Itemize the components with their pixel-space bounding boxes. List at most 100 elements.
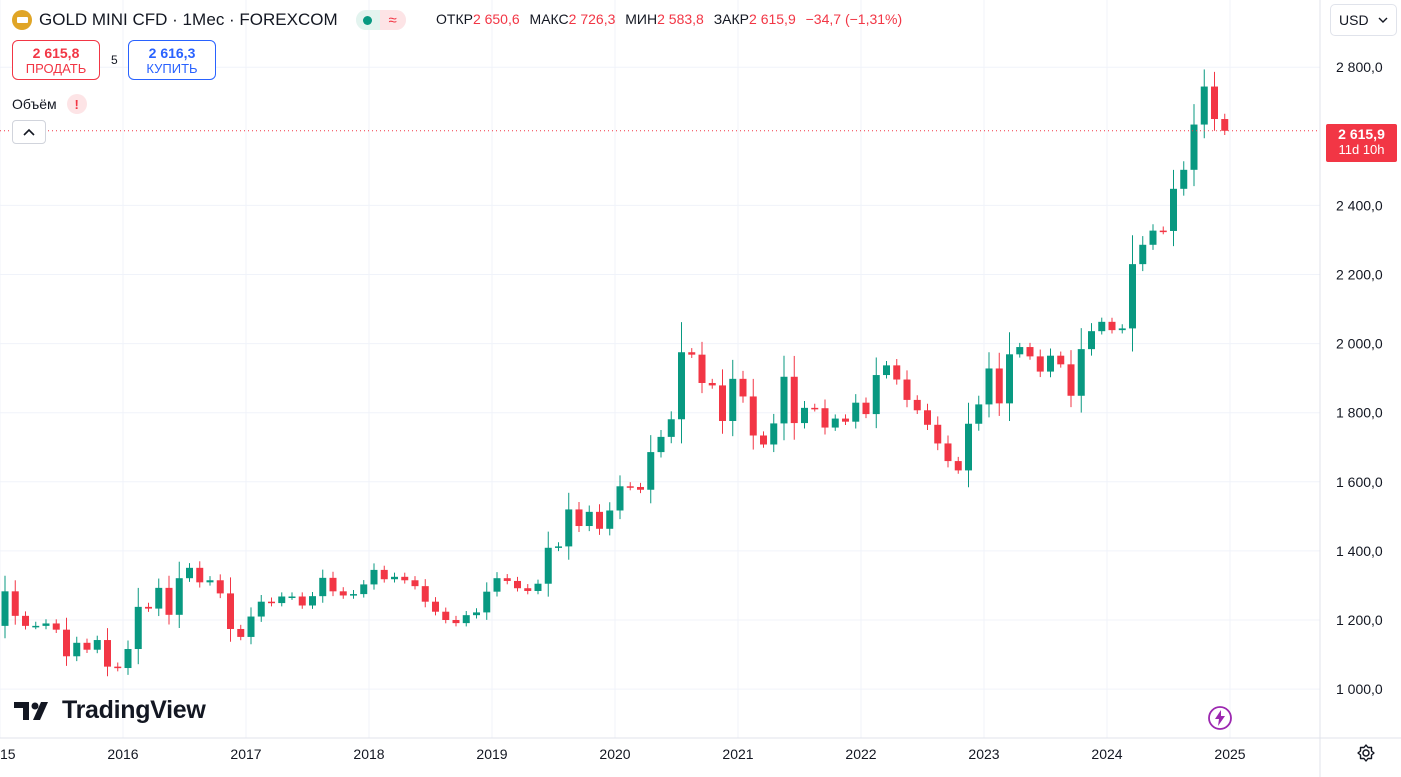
candle-body [339, 591, 347, 596]
candle [350, 589, 357, 599]
sell-button[interactable]: 2 615,8 ПРОДАТЬ [12, 40, 100, 80]
candle-body [93, 640, 101, 650]
market-status-pill[interactable]: ≈ [355, 10, 406, 30]
candle-body [637, 486, 644, 490]
bar-countdown: 11d 10h [1338, 142, 1385, 157]
candle-body [770, 423, 778, 445]
candle [985, 352, 993, 418]
candle-body [1118, 328, 1126, 331]
candle-body [831, 418, 839, 428]
last-price-tag: 2 615,9 11d 10h [1326, 124, 1397, 162]
candle [1200, 69, 1208, 139]
symbol-header[interactable]: GOLD MINI CFD · 1Мес · FOREXCOM ≈ [12, 9, 406, 31]
volume-label: Объём [12, 96, 57, 112]
y-tick-label: 2 800,0 [1336, 59, 1383, 75]
candle [186, 563, 193, 582]
y-tick-label: 1 800,0 [1336, 405, 1383, 421]
symbol-title[interactable]: GOLD MINI CFD · 1Мес · FOREXCOM [39, 10, 338, 29]
candle [52, 619, 60, 633]
candle [790, 355, 798, 440]
candle-body [1129, 264, 1136, 329]
candle-body [1170, 188, 1177, 231]
lightning-icon[interactable] [1207, 705, 1233, 731]
x-tick-label: 2017 [230, 746, 261, 762]
candle [32, 621, 40, 630]
warning-icon[interactable]: ! [66, 94, 87, 114]
candle-body [944, 443, 952, 462]
candle [93, 635, 101, 654]
candle-body [647, 452, 655, 490]
candle [534, 579, 542, 595]
candle-body [780, 376, 788, 424]
candle [852, 394, 860, 429]
buy-price: 2 616,3 [148, 45, 196, 61]
candle-body [1211, 86, 1218, 120]
candle [1180, 161, 1188, 196]
delayed-data-icon: ≈ [379, 10, 406, 30]
candle-body [883, 365, 890, 376]
candle-body [11, 591, 19, 616]
candle-body [954, 461, 962, 471]
candle [831, 414, 839, 431]
settings-gear-icon[interactable] [1356, 743, 1376, 763]
collapse-legend-button[interactable] [12, 120, 46, 144]
candle-body [145, 606, 152, 609]
candle [913, 395, 921, 415]
sell-label: ПРОДАТЬ [25, 61, 87, 76]
candle-body [319, 577, 327, 597]
candle [698, 341, 706, 394]
candle [11, 580, 19, 625]
candle-body [22, 615, 29, 626]
candle [278, 592, 286, 607]
candle [63, 617, 70, 666]
candle [227, 577, 234, 642]
candle [626, 482, 634, 491]
tradingview-logo[interactable]: TradingView [14, 696, 206, 725]
candle [268, 597, 275, 607]
candle-body [1006, 354, 1013, 404]
volume-indicator[interactable]: Объём ! [12, 94, 87, 114]
candle-body [872, 375, 880, 415]
candle-body [32, 625, 40, 628]
candle-body [719, 385, 726, 421]
candle [637, 482, 644, 494]
x-tick-label: 2024 [1091, 746, 1122, 762]
candle [1221, 113, 1229, 136]
currency-select[interactable]: USD [1330, 4, 1397, 36]
x-tick-label: 2023 [968, 746, 999, 762]
candle [175, 561, 183, 629]
buy-button[interactable]: 2 616,3 КУПИТЬ [128, 40, 216, 80]
candle [83, 638, 91, 654]
candle [975, 395, 983, 431]
candle-body [370, 569, 378, 585]
candle-body [821, 408, 829, 428]
x-tick-label: 2025 [1214, 746, 1245, 762]
candle-body [216, 580, 224, 594]
candle [678, 322, 685, 444]
candle [903, 370, 911, 408]
low-value: 2 583,8 [657, 11, 704, 27]
candle-body [360, 584, 368, 595]
candle [647, 435, 655, 504]
candle-body [544, 547, 552, 584]
candle [872, 357, 880, 429]
candle-body [155, 587, 163, 609]
candle-body [1036, 356, 1044, 372]
candle [811, 403, 819, 412]
candle [1159, 226, 1167, 235]
candle-body [1, 591, 9, 626]
candle-body [626, 486, 634, 488]
candle [544, 531, 552, 597]
candle [575, 501, 583, 532]
candle-body [165, 587, 173, 615]
candle-body [667, 419, 675, 437]
candle-body [309, 596, 316, 606]
change-value: −34,7 (−1,31%) [805, 11, 903, 27]
candle [165, 575, 173, 625]
candle-body [380, 569, 388, 580]
y-tick-label: 1 000,0 [1336, 681, 1383, 697]
x-tick-label: 2021 [722, 746, 753, 762]
candle-body [934, 424, 942, 444]
candle-body [350, 594, 357, 596]
